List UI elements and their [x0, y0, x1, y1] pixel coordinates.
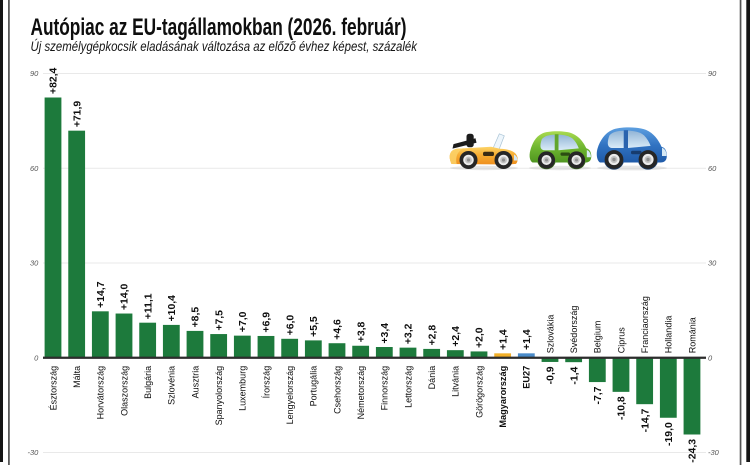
svg-text:Új személygépkocsik eladásának: Új személygépkocsik eladásának változása…	[31, 38, 418, 54]
svg-text:Dánia: Dánia	[427, 366, 437, 390]
svg-text:Litvánia: Litvánia	[451, 366, 461, 397]
svg-text:Ciprus: Ciprus	[616, 327, 626, 354]
svg-text:Írország: Írország	[261, 366, 271, 399]
svg-text:Belgium: Belgium	[593, 321, 603, 354]
svg-text:Franciaország: Franciaország	[640, 296, 650, 353]
svg-text:+3,4: +3,4	[380, 323, 391, 344]
svg-text:-24,3: -24,3	[688, 439, 699, 463]
svg-text:Lettország: Lettország	[403, 366, 413, 408]
svg-text:+14,0: +14,0	[120, 284, 131, 311]
svg-text:-19,0: -19,0	[664, 422, 675, 446]
svg-text:Finnország: Finnország	[380, 366, 390, 411]
svg-text:+2,8: +2,8	[427, 325, 438, 346]
svg-text:Lengyelország: Lengyelország	[285, 366, 295, 425]
svg-text:Horvátország: Horvátország	[96, 366, 106, 420]
svg-text:Csehország: Csehország	[332, 366, 342, 414]
svg-text:Szlovénia: Szlovénia	[167, 366, 177, 405]
svg-text:Portugália: Portugália	[309, 366, 319, 407]
svg-text:Svédország: Svédország	[569, 306, 579, 354]
svg-text:60: 60	[708, 164, 717, 173]
svg-text:Ausztria: Ausztria	[190, 366, 200, 399]
svg-text:+11,1: +11,1	[143, 293, 154, 319]
svg-text:EU27: EU27	[522, 366, 532, 389]
svg-text:+6,0: +6,0	[285, 315, 296, 336]
svg-text:+1,4: +1,4	[498, 329, 509, 350]
svg-text:+8,5: +8,5	[191, 307, 202, 328]
svg-text:Luxemburg: Luxemburg	[238, 366, 248, 411]
svg-text:0: 0	[34, 353, 39, 362]
svg-text:30: 30	[30, 259, 39, 268]
svg-text:-0,9: -0,9	[546, 366, 557, 384]
svg-text:-7,7: -7,7	[593, 386, 604, 404]
svg-text:90: 90	[30, 69, 39, 78]
svg-text:Románia: Románia	[687, 317, 697, 353]
svg-text:Autópiac az EU-tagállamokban (: Autópiac az EU-tagállamokban (2026. febr…	[31, 14, 407, 41]
svg-text:60: 60	[30, 164, 39, 173]
svg-text:+14,7: +14,7	[96, 281, 107, 308]
svg-text:-14,7: -14,7	[640, 408, 651, 432]
svg-text:+71,9: +71,9	[72, 101, 83, 128]
svg-text:+7,5: +7,5	[214, 310, 225, 331]
svg-text:+3,2: +3,2	[404, 323, 415, 344]
svg-text:+82,4: +82,4	[49, 67, 60, 94]
svg-text:Olaszország: Olaszország	[119, 366, 129, 416]
svg-text:Magyarország: Magyarország	[498, 366, 508, 428]
svg-text:Németország: Németország	[356, 366, 366, 420]
svg-text:Észtország: Észtország	[48, 366, 58, 411]
svg-text:Spanyolország: Spanyolország	[214, 366, 224, 426]
svg-text:+10,4: +10,4	[167, 295, 178, 322]
svg-text:Bulgária: Bulgária	[143, 366, 153, 399]
svg-text:+6,9: +6,9	[262, 312, 273, 333]
svg-text:30: 30	[708, 259, 717, 268]
svg-text:-10,8: -10,8	[617, 396, 628, 420]
svg-text:+5,5: +5,5	[309, 316, 320, 337]
svg-text:0: 0	[708, 353, 713, 362]
svg-text:90: 90	[708, 69, 717, 78]
svg-text:-1,4: -1,4	[569, 366, 580, 384]
svg-text:+7,0: +7,0	[238, 311, 249, 332]
svg-text:+2,0: +2,0	[475, 327, 486, 348]
svg-text:+3,8: +3,8	[356, 322, 367, 343]
svg-text:+4,6: +4,6	[333, 319, 344, 340]
svg-text:Málta: Málta	[72, 366, 82, 388]
svg-text:+2,4: +2,4	[451, 326, 462, 347]
svg-text:Görögország: Görögország	[474, 366, 484, 418]
svg-text:-30: -30	[708, 448, 720, 457]
svg-text:-30: -30	[27, 448, 39, 457]
svg-text:Szlovákia: Szlovákia	[545, 315, 555, 354]
svg-text:+1,4: +1,4	[522, 329, 533, 350]
svg-text:Hollandia: Hollandia	[664, 316, 674, 354]
